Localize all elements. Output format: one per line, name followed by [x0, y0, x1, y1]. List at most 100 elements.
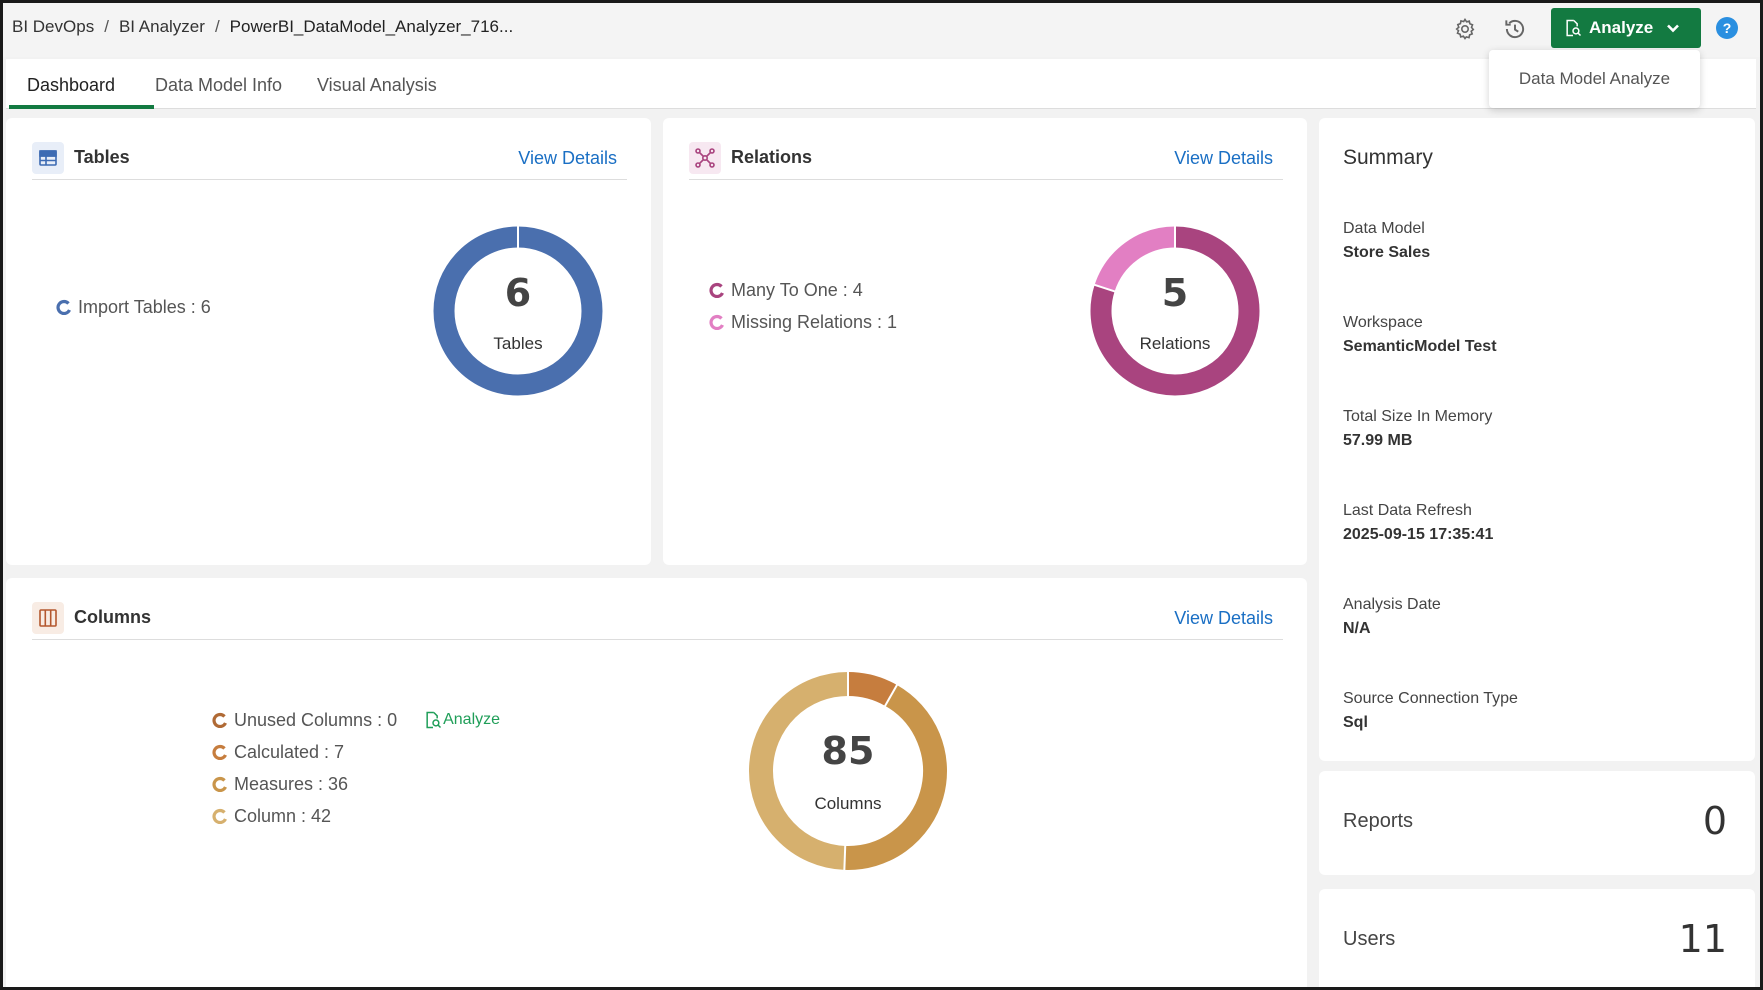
relations-card-title: Relations: [731, 147, 813, 167]
tab-dashboard[interactable]: Dashboard: [27, 75, 116, 95]
columns-icon: [32, 601, 64, 634]
summary-label: Total Size In Memory: [1343, 408, 1493, 425]
tables-donut-segments: [433, 225, 603, 396]
tables-card-title: Tables: [74, 147, 130, 167]
history-button[interactable]: [1501, 15, 1529, 43]
users-count: 11: [1678, 917, 1727, 961]
donut-separator: [1093, 283, 1116, 293]
summary-item-total-size: Total Size In Memory 57.99 MB: [1343, 408, 1492, 450]
active-tab-indicator: [9, 105, 154, 109]
summary-label: Last Data Refresh: [1343, 502, 1472, 519]
menu-item-data-model-analyze[interactable]: Data Model Analyze: [1518, 69, 1671, 88]
columns-total: 85: [822, 729, 875, 773]
summary-item-last-refresh: Last Data Refresh 2025-09-15 17:35:41: [1343, 502, 1493, 544]
columns-view-details-link[interactable]: View Details: [1174, 608, 1273, 628]
tables-legend: Import Tables : 6: [56, 291, 211, 323]
tab-bar: Dashboard Data Model Info Visual Analysi…: [6, 59, 1756, 109]
settings-button[interactable]: [1451, 15, 1479, 43]
relations-icon: [689, 141, 721, 174]
breadcrumb-item-current: PowerBI_DataModel_Analyzer_716...: [229, 17, 514, 36]
legend-donut-icon: [212, 808, 227, 824]
donut-segment-measures[interactable]: [844, 684, 947, 870]
analyze-button[interactable]: Analyze: [1551, 8, 1701, 48]
legend-donut-icon: [212, 712, 227, 728]
legend-donut-icon: [212, 776, 227, 792]
tables-total-label: Tables: [493, 334, 542, 353]
legend-item-import-tables[interactable]: Import Tables : 6: [56, 291, 211, 323]
columns-total-label: Columns: [814, 794, 881, 813]
legend-donut-icon: [212, 744, 227, 760]
tab-visual-analysis[interactable]: Visual Analysis: [317, 75, 437, 95]
tables-donut-chart: 6 Tables: [433, 225, 603, 396]
legend-donut-icon: [56, 299, 71, 315]
donut-segment-column[interactable]: [749, 672, 849, 870]
legend-donut-icon: [709, 314, 724, 330]
reports-label: Reports: [1343, 810, 1414, 832]
summary-title: Summary: [1343, 146, 1433, 169]
columns-card-title: Columns: [74, 607, 152, 627]
legend-item-missing-relations[interactable]: Missing Relations : 1: [709, 306, 897, 338]
tables-card-header: Tables View Details: [32, 136, 627, 180]
summary-item-analysis-date: Analysis Date N/A: [1343, 596, 1441, 638]
columns-donut-segments: [749, 671, 947, 871]
relations-view-details-link[interactable]: View Details: [1174, 148, 1273, 168]
relations-donut-segments: [1090, 225, 1260, 396]
breadcrumb-separator: /: [214, 17, 220, 36]
tables-view-details-link[interactable]: View Details: [518, 148, 617, 168]
relations-total: 5: [1162, 271, 1188, 315]
summary-item-source-connection: Source Connection Type Sql: [1343, 690, 1518, 732]
tables-total: 6: [505, 271, 531, 315]
legend-item-calculated[interactable]: Calculated : 7: [212, 736, 500, 768]
relations-total-label: Relations: [1140, 334, 1211, 353]
legend-item-measures[interactable]: Measures : 36: [212, 768, 500, 800]
summary-label: Source Connection Type: [1343, 690, 1518, 707]
columns-card: Columns View Details Unused Columns : 0 …: [6, 578, 1307, 987]
help-button[interactable]: ?: [1716, 17, 1738, 39]
summary-value: Store Sales: [1343, 244, 1431, 261]
legend-item-many-to-one[interactable]: Many To One : 4: [709, 274, 897, 306]
summary-label: Workspace: [1343, 314, 1423, 331]
top-bar: BI DevOps / BI Analyzer / PowerBI_DataMo…: [3, 3, 1760, 57]
donut-segment-calculated[interactable]: [847, 672, 897, 707]
summary-value: 2025-09-15 17:35:41: [1343, 526, 1494, 543]
legend-item-column[interactable]: Column : 42: [212, 800, 500, 832]
breadcrumb-item-bi-devops[interactable]: BI DevOps: [12, 17, 95, 36]
relations-card-header: Relations View Details: [689, 136, 1283, 180]
tab-data-model-info[interactable]: Data Model Info: [155, 75, 283, 95]
columns-legend: Unused Columns : 0 Analyze Calculated : …: [212, 704, 500, 832]
legend-item-unused-columns[interactable]: Unused Columns : 0 Analyze: [212, 704, 500, 736]
analyze-button-label: Analyze: [1589, 18, 1654, 37]
unused-columns-analyze-link[interactable]: Analyze: [423, 710, 500, 730]
donut-separator: [883, 683, 899, 708]
legend-label: Column : 42: [234, 805, 332, 826]
gear-icon: [1455, 18, 1475, 40]
relations-legend: Many To One : 4 Missing Relations : 1: [709, 274, 897, 338]
users-card[interactable]: Users 11: [1319, 889, 1755, 987]
reports-count: 0: [1702, 799, 1727, 843]
breadcrumb-item-bi-analyzer[interactable]: BI Analyzer: [118, 17, 205, 36]
breadcrumb: BI DevOps / BI Analyzer / PowerBI_DataMo…: [12, 17, 513, 37]
legend-donut-icon: [709, 282, 724, 298]
breadcrumb-separator: /: [104, 17, 109, 36]
relations-donut-chart: 5 Relations: [1090, 225, 1260, 396]
tables-card: Tables View Details Import Tables : 6 6 …: [6, 118, 651, 565]
donut-segment-many-to-one[interactable]: [1090, 226, 1260, 396]
legend-label: Import Tables : 6: [78, 296, 211, 317]
legend-label: Many To One : 4: [731, 279, 863, 300]
columns-donut-chart: 85 Columns: [749, 671, 947, 871]
summary-label: Analysis Date: [1343, 596, 1441, 613]
legend-label: Measures : 36: [234, 773, 349, 794]
users-label: Users: [1343, 928, 1396, 950]
columns-card-header: Columns View Details: [32, 596, 1283, 640]
donut-segment-missing-relations[interactable]: [1094, 226, 1176, 292]
relations-card: Relations View Details Many To One : 4 M…: [663, 118, 1307, 565]
summary-item-data-model: Data Model Store Sales: [1343, 220, 1430, 262]
analyze-link-label: Analyze: [443, 711, 501, 728]
analyze-doc-icon: [426, 711, 442, 729]
reports-card[interactable]: Reports 0: [1319, 771, 1755, 875]
table-icon: [32, 141, 64, 174]
summary-card: Summary Data Model Store Sales Workspace…: [1319, 118, 1755, 761]
summary-value: 57.99 MB: [1343, 432, 1413, 449]
summary-value: Sql: [1343, 714, 1368, 731]
